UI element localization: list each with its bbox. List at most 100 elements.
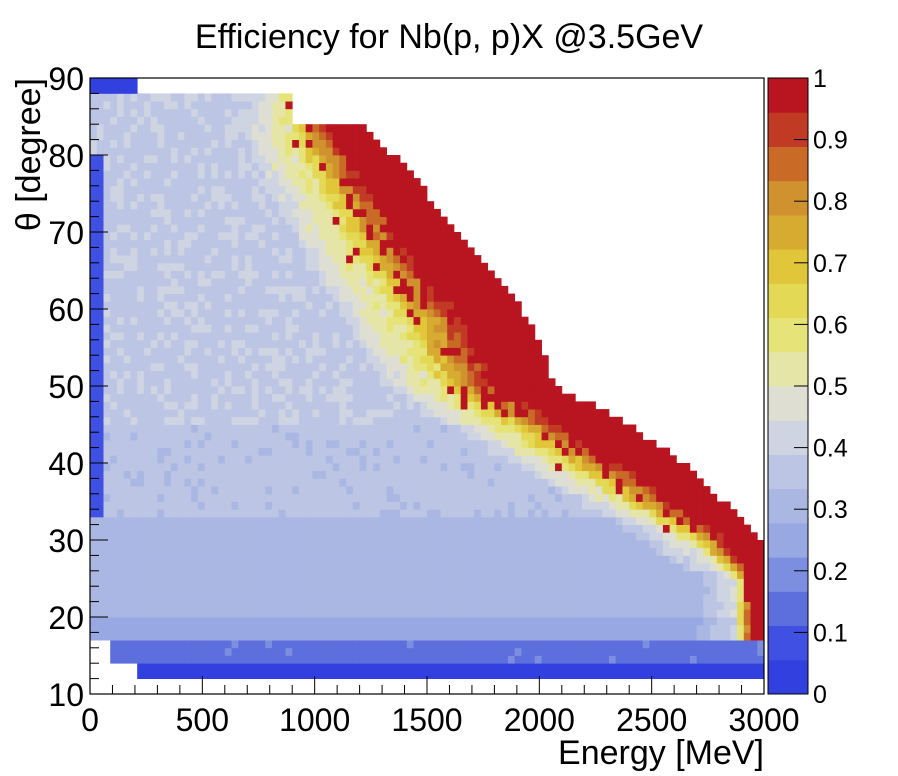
heatmap-cell [164, 578, 172, 587]
heatmap-cell [548, 432, 556, 441]
heatmap-cell [305, 547, 313, 556]
heatmap-cell [521, 393, 529, 402]
heatmap-cell [676, 586, 684, 595]
heatmap-cell [615, 640, 623, 649]
heatmap-cell [258, 262, 266, 271]
heatmap-cell [292, 632, 300, 641]
heatmap-cell [534, 447, 542, 456]
heatmap-cell [116, 332, 125, 341]
heatmap-cell [420, 409, 428, 418]
heatmap-cell [710, 578, 718, 587]
heatmap-cell [568, 655, 576, 664]
heatmap-cell [150, 216, 158, 225]
heatmap-cell [716, 609, 724, 618]
heatmap-cell [130, 478, 138, 487]
heatmap-cell [251, 224, 259, 233]
heatmap-cell [103, 416, 111, 425]
heatmap-cell [96, 516, 104, 525]
heatmap-cell [393, 493, 401, 502]
heatmap-cell [177, 493, 185, 502]
heatmap-cell [480, 609, 489, 618]
heatmap-cell [433, 516, 441, 525]
heatmap-cell [501, 655, 509, 664]
heatmap-cell [352, 378, 360, 387]
heatmap-cell [305, 432, 313, 441]
heatmap-cell [352, 486, 360, 495]
heatmap-cell [453, 640, 462, 649]
heatmap-cell [501, 663, 509, 672]
heatmap-cell [143, 424, 152, 433]
heatmap-cell [662, 524, 671, 533]
heatmap-cell [386, 555, 394, 564]
heatmap-cell [218, 270, 226, 279]
heatmap-cell [427, 262, 435, 271]
heatmap-cell [197, 216, 205, 225]
heatmap-cell [521, 640, 529, 649]
heatmap-cell [231, 201, 239, 210]
heatmap-cell [359, 647, 367, 656]
heatmap-cell [90, 632, 98, 641]
heatmap-cell [231, 663, 239, 672]
heatmap-cell [339, 409, 347, 418]
heatmap-cell [386, 416, 394, 425]
heatmap-cell [238, 563, 246, 572]
heatmap-cell [123, 409, 131, 418]
heatmap-cell [265, 247, 273, 256]
heatmap-cell [386, 670, 394, 679]
heatmap-cell [271, 555, 280, 564]
heatmap-cell [588, 416, 596, 425]
heatmap-cell [480, 278, 489, 287]
heatmap-cell [224, 362, 232, 371]
heatmap-cell [164, 293, 172, 302]
heatmap-cell [467, 593, 475, 602]
heatmap-cell [703, 540, 711, 549]
heatmap-cell [204, 332, 212, 341]
heatmap-cell [271, 486, 280, 495]
heatmap-cell [561, 593, 569, 602]
heatmap-cell [494, 470, 502, 479]
heatmap-cell [258, 439, 266, 448]
heatmap-cell [325, 208, 334, 217]
heatmap-cell [285, 647, 293, 656]
heatmap-cell [325, 547, 334, 556]
heatmap-cell [157, 547, 165, 556]
heatmap-cell [130, 262, 138, 271]
heatmap-cell [501, 470, 509, 479]
heatmap-cell [413, 424, 421, 433]
heatmap-cell [615, 624, 623, 633]
heatmap-cell [197, 547, 205, 556]
heatmap-cell [420, 370, 428, 379]
heatmap-cell [568, 409, 576, 418]
heatmap-cell [406, 670, 414, 679]
heatmap-cell [447, 247, 455, 256]
heatmap-cell [400, 655, 408, 664]
heatmap-cell [292, 601, 300, 610]
heatmap-cell [635, 478, 644, 487]
heatmap-cell [406, 655, 414, 664]
heatmap-cell [218, 486, 226, 495]
heatmap-cell [541, 555, 549, 564]
heatmap-cell [602, 540, 610, 549]
heatmap-cell [366, 432, 374, 441]
heatmap-cell [258, 247, 266, 256]
heatmap-cell [548, 563, 556, 572]
heatmap-cell [130, 493, 138, 502]
heatmap-cell [656, 663, 664, 672]
heatmap-cell [325, 501, 334, 510]
heatmap-cell [130, 601, 138, 610]
heatmap-cell [696, 593, 704, 602]
heatmap-cell [191, 285, 199, 294]
heatmap-cell [184, 509, 192, 518]
heatmap-cell [231, 301, 239, 310]
heatmap-cell [379, 278, 387, 287]
heatmap-cell [130, 655, 138, 664]
heatmap-cell [271, 478, 280, 487]
heatmap-cell [595, 670, 603, 679]
heatmap-cell [191, 593, 199, 602]
heatmap-cell [110, 578, 118, 587]
heatmap-cell [157, 501, 165, 510]
heatmap-cell [608, 647, 617, 656]
heatmap-cell [386, 347, 394, 356]
heatmap-cell [649, 540, 657, 549]
heatmap-cell [251, 278, 259, 287]
